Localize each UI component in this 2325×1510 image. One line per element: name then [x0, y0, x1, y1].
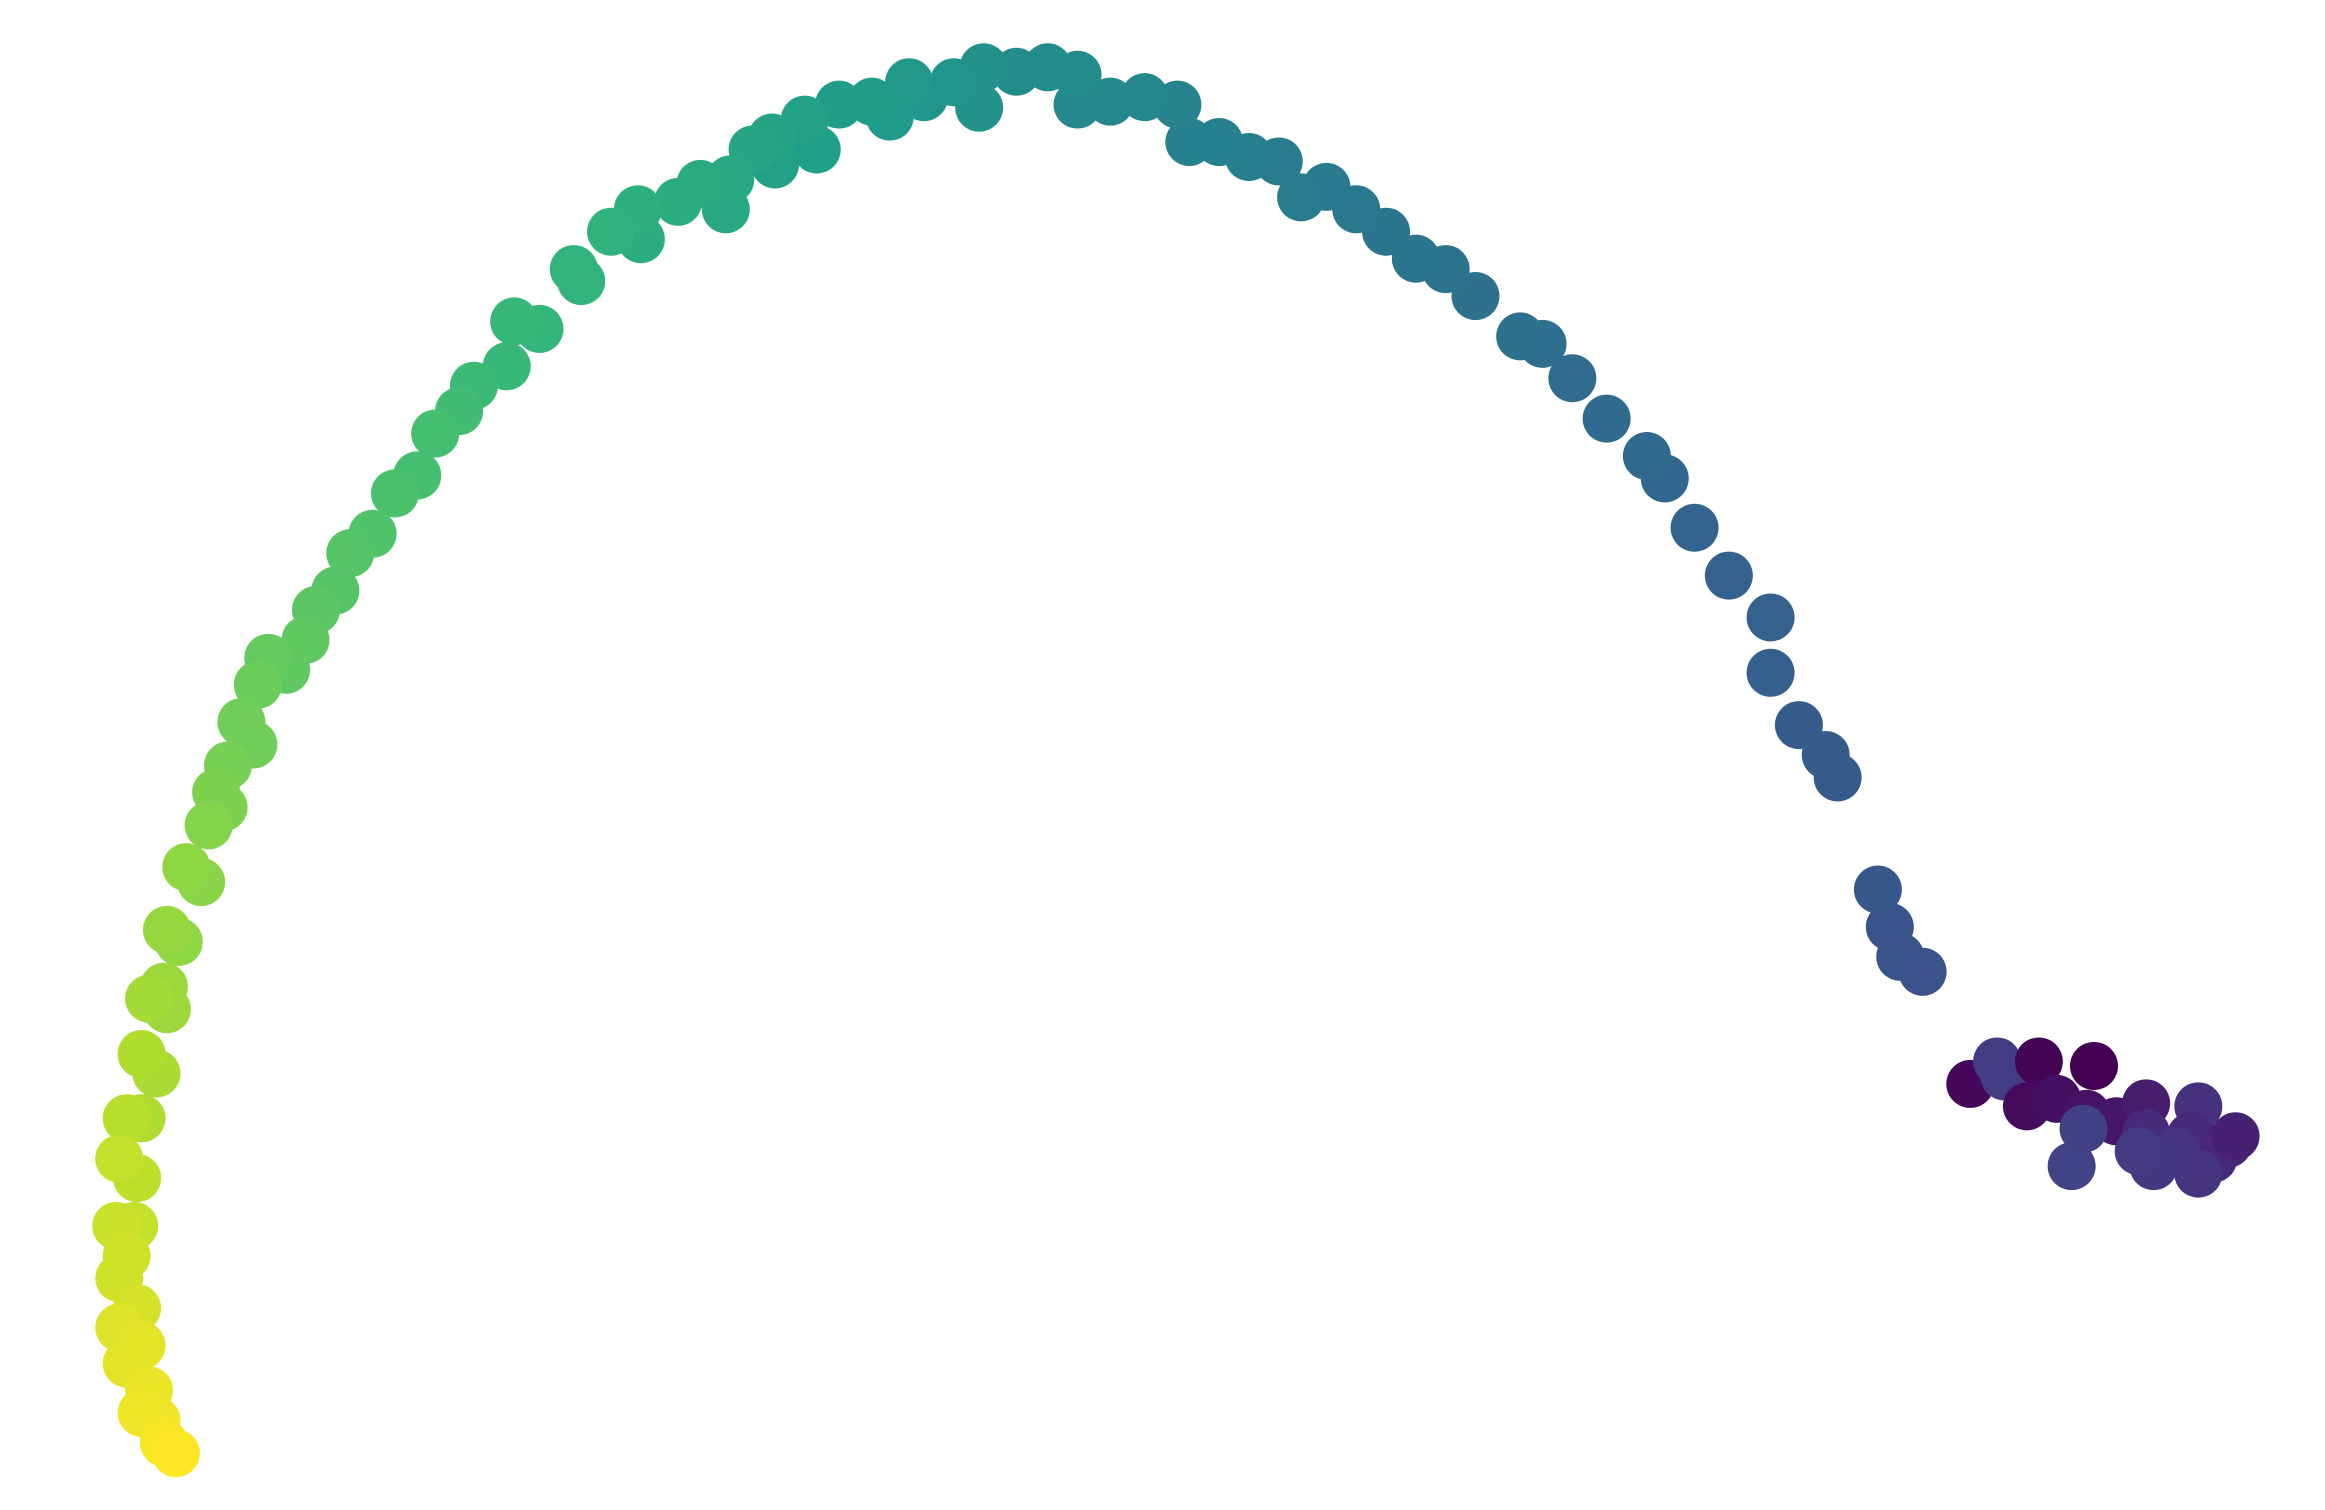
scatter-point — [142, 905, 191, 954]
scatter-point — [1496, 312, 1545, 361]
scatter-point — [370, 469, 419, 518]
scatter-point — [1704, 551, 1753, 600]
scatter-point — [411, 409, 460, 458]
scatter-point — [233, 660, 282, 709]
scatter-point — [1853, 865, 1902, 914]
scatter-point — [1670, 503, 1719, 552]
scatter-point — [549, 245, 598, 294]
scatter-point — [1746, 648, 1795, 697]
scatter-point — [1277, 173, 1326, 222]
scatter-point — [326, 529, 375, 578]
scatter-point — [654, 177, 703, 226]
scatter-point — [2059, 1104, 2108, 1153]
scatter-point — [1548, 354, 1597, 403]
scatter-point — [1746, 593, 1795, 642]
scatter-point — [1622, 431, 1671, 480]
scatter-point — [217, 698, 266, 747]
scatter-point — [2047, 1142, 2096, 1191]
scatter-point — [162, 843, 211, 892]
scatter-point — [2114, 1127, 2163, 1176]
scatter-point — [1865, 902, 1914, 951]
scatter-point — [2069, 1041, 2118, 1090]
scatter-point — [102, 1094, 151, 1143]
scatter-point — [184, 801, 233, 850]
scatter-point — [587, 207, 636, 256]
scatter-point — [151, 1429, 200, 1478]
scatter-point — [1582, 394, 1631, 443]
scatter-point — [2014, 1037, 2063, 1086]
scatter-point — [1774, 701, 1823, 750]
scatter-point — [2174, 1149, 2223, 1198]
scatter-point — [125, 974, 174, 1023]
scatter-point — [2211, 1112, 2260, 1161]
scatter-point — [490, 297, 539, 346]
scatter-point — [95, 1134, 144, 1183]
scatter-point — [117, 1030, 166, 1079]
scatter-point — [1165, 118, 1214, 167]
